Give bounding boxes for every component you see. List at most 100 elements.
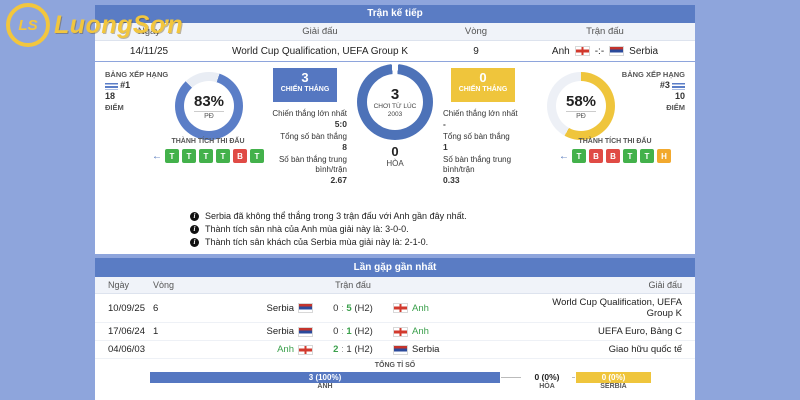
col-date: Ngày xyxy=(108,280,130,290)
draw-total: 0 (0%) xyxy=(534,372,560,382)
away-total-goals: 1 xyxy=(443,142,448,152)
home-points: 18 xyxy=(105,91,116,101)
col-date: Ngày xyxy=(137,26,161,37)
info-icon: i xyxy=(190,212,199,221)
home-ranking-label: BẢNG XẾP HẠNG xyxy=(105,70,169,79)
home-wins-box: 3 CHIẾN THẮNG xyxy=(273,68,337,102)
home-points-label: ĐIỂM xyxy=(105,103,124,112)
serbia-flag-icon xyxy=(609,46,625,56)
info-icon: i xyxy=(190,238,199,247)
form-result: T xyxy=(199,149,213,163)
note-text: Thành tích sân nhà của Anh mùa giải này … xyxy=(205,224,409,234)
draw-total-label: HÒA xyxy=(539,383,555,390)
home-wins-label: CHIẾN THẮNG xyxy=(280,86,330,93)
matches-played: 3 xyxy=(390,85,400,103)
form-result: B xyxy=(606,149,620,163)
stat-label: Số bàn thắng trung bình/trận xyxy=(278,155,347,174)
home-form-block: THÀNH TÍCH THI ĐẤU ← T T T T B T xyxy=(143,138,273,163)
home-avg-goals: 2.67 xyxy=(330,175,347,185)
away-points: 10 xyxy=(674,91,685,101)
row-score: 0 : 5 (H2) xyxy=(333,302,373,314)
form-result: B xyxy=(589,149,603,163)
stat-label: Tổng số bàn thắng xyxy=(443,132,510,141)
home-form-donut: 83% PĐ xyxy=(175,72,243,140)
home-total-goals: 8 xyxy=(342,142,347,152)
form-result: T xyxy=(623,149,637,163)
col-tournament: Giải đấu xyxy=(302,26,338,37)
home-team-name: Serbia xyxy=(266,326,294,337)
stat-label: Tổng số bàn thắng xyxy=(280,132,347,141)
played-since-year: 2003 xyxy=(387,110,403,118)
row-tournament: Giao hữu quốc tế xyxy=(608,344,682,355)
matches-played-donut: 3 CHƠI TỪ LÚC 2003 xyxy=(357,64,433,140)
home-form-percent: 83% xyxy=(193,92,225,110)
col-tournament: Giải đấu xyxy=(648,279,682,290)
next-match-row[interactable]: 14/11/25 World Cup Qualification, UEFA G… xyxy=(95,41,695,61)
logo[interactable]: LS LuongSơn xyxy=(6,3,183,47)
rank-list-icon xyxy=(105,82,118,90)
h2h-row[interactable]: 10/09/25 6 Serbia 0 : 5 (H2) Anh World C… xyxy=(95,294,695,323)
col-match: Trận đấu xyxy=(335,280,371,290)
home-team-name: Anh xyxy=(277,344,294,355)
england-flag-icon xyxy=(393,326,408,337)
form-result: T xyxy=(250,149,264,163)
next-match-header-row: Ngày Giải đấu Vòng Trận đấu xyxy=(95,23,695,41)
info-icon: i xyxy=(190,225,199,234)
draws-count: 0 xyxy=(391,144,399,159)
away-stat-items: Chiến thắng lớn nhất - Tổng số bàn thắng… xyxy=(443,109,543,188)
form-result: T xyxy=(640,149,654,163)
serbia-flag-icon xyxy=(393,344,408,355)
next-match-section: Trận kế tiếp Ngày Giải đấu Vòng Trận đấu… xyxy=(95,5,695,61)
h2h-row[interactable]: 04/06/03 Anh 2 : 1 (H2) Serbia Giao hữu … xyxy=(95,341,695,359)
h2h-row[interactable]: 17/06/24 1 Serbia 0 : 1 (H2) Anh UEFA Eu… xyxy=(95,323,695,341)
away-biggest-win: - xyxy=(443,119,446,129)
h2h-header-row: Ngày Vòng Trận đấu Giải đấu xyxy=(95,277,695,294)
away-wins-box: 0 CHIẾN THẮNG xyxy=(451,68,515,102)
form-result: T xyxy=(216,149,230,163)
home-stat-items: Chiến thắng lớn nhất 5:0 Tổng số bàn thắ… xyxy=(247,109,347,188)
notes-block: i Serbia đã không thể thắng trong 3 trận… xyxy=(190,210,610,249)
england-flag-icon xyxy=(298,344,313,355)
col-round: Vòng xyxy=(153,280,175,290)
away-form-percent: 58% xyxy=(565,92,597,110)
form-result: T xyxy=(572,149,586,163)
row-tournament: World Cup Qualification, UEFA Group K xyxy=(552,297,682,319)
h2h-title: Lần gặp gần nhất xyxy=(95,258,695,277)
england-flag-icon xyxy=(393,303,408,313)
stat-label: Chiến thắng lớn nhất xyxy=(443,109,518,118)
stat-label: Số bàn thắng trung bình/trận xyxy=(443,155,512,174)
h2h-section: Lần gặp gần nhất Ngày Vòng Trận đấu Giải… xyxy=(95,258,695,400)
form-arrow-icon: ← xyxy=(559,150,569,162)
home-team-name: Anh xyxy=(551,45,570,57)
away-avg-goals: 0.33 xyxy=(443,175,460,185)
col-round: Vòng xyxy=(464,26,488,37)
draws-block: 0 HÒA xyxy=(357,144,433,168)
away-form-percent-label: PĐ xyxy=(576,112,586,120)
home-team-name: Serbia xyxy=(266,302,294,314)
form-result: B xyxy=(233,149,247,163)
away-form-donut: 58% PĐ xyxy=(547,72,615,140)
home-ranking-block: BẢNG XẾP HẠNG #1 18 ĐIỂM xyxy=(105,69,189,113)
form-result: T xyxy=(165,149,179,163)
row-tournament: UEFA Euro, Bảng C xyxy=(598,326,682,337)
away-ranking-block: BẢNG XẾP HẠNG #3 10 ĐIỂM xyxy=(601,69,685,113)
home-rank: #1 xyxy=(120,80,131,90)
draws-label: HÒA xyxy=(386,159,404,168)
row-score: 2 : 1 (H2) xyxy=(333,344,373,355)
row-date: 04/06/03 xyxy=(108,344,145,355)
stat-label: Chiến thắng lớn nhất xyxy=(272,109,347,118)
home-form-title: THÀNH TÍCH THI ĐẤU xyxy=(171,138,245,145)
serbia-flag-icon xyxy=(298,326,313,337)
row-date: 17/06/24 xyxy=(108,326,145,337)
away-rank: #3 xyxy=(659,80,670,90)
row-date: 10/09/25 xyxy=(108,302,145,314)
home-form-percent-label: PĐ xyxy=(204,112,214,120)
away-total-bar: 0 (0%) xyxy=(576,372,651,383)
form-arrow-icon: ← xyxy=(152,150,162,162)
match-teams: Anh -:- Serbia xyxy=(515,46,695,57)
match-date: 14/11/25 xyxy=(129,45,169,57)
home-total-label: ANH xyxy=(317,383,333,390)
away-total-label: SERBIA xyxy=(600,383,627,390)
note-text: Serbia đã không thể thắng trong 3 trận đ… xyxy=(205,211,467,221)
logo-icon: LS xyxy=(6,3,50,47)
